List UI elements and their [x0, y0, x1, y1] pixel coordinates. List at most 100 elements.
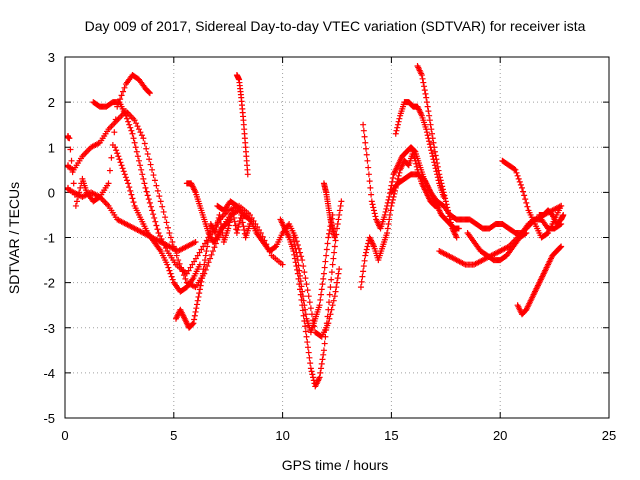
data-point-marker — [290, 234, 297, 241]
data-point-marker — [560, 211, 567, 218]
data-point-marker — [156, 193, 163, 200]
data-point-marker — [336, 266, 343, 273]
x-tick-label: 25 — [602, 428, 616, 443]
data-point-marker — [384, 229, 391, 236]
data-point-marker — [202, 252, 209, 259]
data-point-marker — [134, 153, 141, 160]
data-point-marker — [382, 208, 389, 215]
data-point-marker — [423, 129, 430, 136]
data-point-marker — [362, 252, 369, 259]
data-point-marker — [132, 144, 139, 151]
data-point-marker — [203, 248, 210, 255]
data-point-marker — [389, 175, 396, 182]
data-point-marker — [114, 150, 121, 157]
data-point-marker — [208, 251, 215, 258]
data-point-marker — [323, 327, 330, 334]
data-point-marker — [122, 174, 129, 181]
data-point-marker — [301, 269, 308, 276]
data-point-marker — [324, 313, 331, 320]
data-point-marker — [245, 215, 252, 222]
data-point-marker — [396, 115, 403, 122]
data-point-marker — [321, 340, 328, 347]
data-point-marker — [428, 126, 435, 133]
data-point-marker — [369, 201, 376, 208]
data-point-marker — [332, 237, 339, 244]
data-point-marker — [331, 234, 338, 241]
data-point-marker — [236, 220, 243, 227]
data-point-marker — [125, 118, 132, 125]
data-point-marker — [328, 269, 335, 276]
data-point-marker — [105, 180, 112, 187]
data-point-marker — [106, 167, 113, 174]
data-point-marker — [138, 132, 145, 139]
data-point-marker — [137, 129, 144, 136]
data-point-marker — [307, 360, 314, 367]
data-point-marker — [422, 90, 429, 97]
data-point-marker — [423, 94, 430, 101]
data-point-marker — [130, 135, 137, 142]
data-point-marker — [386, 216, 393, 223]
data-point-marker — [323, 246, 330, 253]
data-point-marker — [326, 291, 333, 298]
data-point-marker — [299, 293, 306, 300]
data-point-marker — [164, 261, 171, 268]
data-point-marker — [124, 177, 131, 184]
data-point-marker — [516, 178, 523, 185]
data-point-marker — [368, 198, 375, 205]
data-point-marker — [191, 258, 198, 265]
data-point-marker — [153, 222, 160, 229]
data-point-marker — [445, 210, 452, 217]
data-point-marker — [179, 268, 186, 275]
data-point-marker — [518, 184, 525, 191]
data-point-marker — [424, 132, 431, 139]
data-point-marker — [126, 121, 133, 128]
data-point-marker — [442, 198, 449, 205]
plot-frame — [64, 56, 610, 419]
data-point-marker — [204, 239, 211, 246]
data-point-marker — [200, 266, 207, 273]
data-point-marker — [421, 83, 428, 90]
data-point-marker — [360, 121, 367, 128]
data-point-marker — [115, 153, 122, 160]
data-point-marker — [335, 216, 342, 223]
data-point-marker — [331, 293, 338, 300]
data-point-marker — [180, 272, 187, 279]
data-point-marker — [191, 316, 198, 323]
data-point-marker — [146, 199, 153, 206]
data-point-marker — [121, 171, 128, 178]
data-point-marker — [330, 297, 337, 304]
data-point-marker — [370, 204, 377, 211]
data-point-marker — [144, 192, 151, 199]
data-point-marker — [444, 204, 451, 211]
data-point-marker — [169, 276, 176, 283]
data-point-marker — [298, 283, 305, 290]
data-point-marker — [194, 297, 201, 304]
data-points — [65, 63, 567, 390]
data-point-marker — [363, 145, 370, 152]
data-point-marker — [139, 171, 146, 178]
data-point-marker — [108, 154, 115, 161]
data-point-marker — [187, 264, 194, 271]
data-point-marker — [240, 223, 247, 230]
data-point-marker — [244, 171, 251, 178]
data-point-marker — [226, 217, 233, 224]
data-point-marker — [131, 139, 138, 146]
data-point-marker — [447, 216, 454, 223]
data-point-marker — [291, 242, 298, 249]
data-point-marker — [302, 328, 309, 335]
data-point-marker — [435, 167, 442, 174]
data-point-marker — [77, 184, 84, 191]
x-tick-label: 15 — [384, 428, 398, 443]
data-point-marker — [325, 234, 332, 241]
data-point-marker — [393, 127, 400, 134]
data-point-marker — [418, 72, 425, 79]
data-point-marker — [304, 339, 311, 346]
data-point-marker — [150, 172, 157, 179]
data-point-marker — [126, 184, 133, 191]
data-point-marker — [73, 198, 80, 205]
data-point-marker — [124, 115, 131, 122]
data-point-marker — [383, 205, 390, 212]
data-point-marker — [325, 306, 332, 313]
y-tick-labels: -5 -4 -3 -2 -1 0 1 2 3 — [43, 50, 55, 426]
data-point-marker — [141, 180, 148, 187]
